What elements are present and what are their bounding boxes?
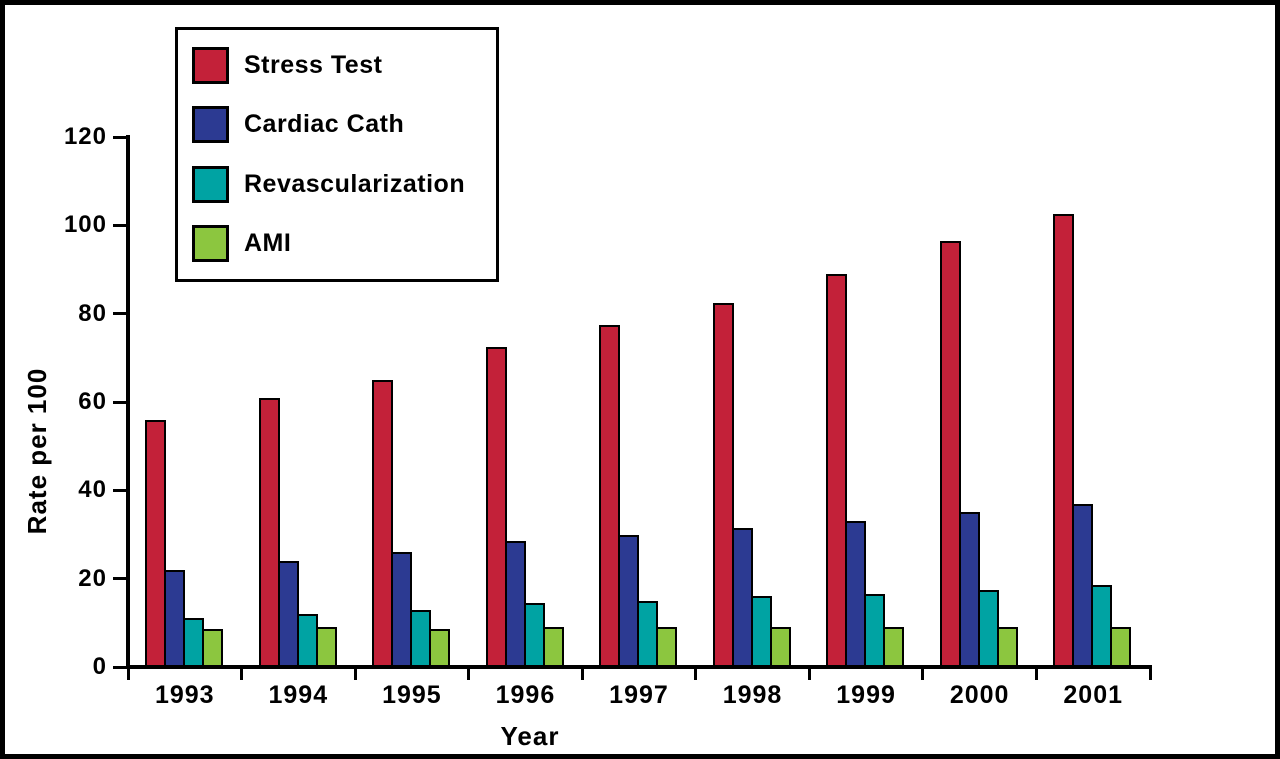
x-axis-tick <box>353 669 357 680</box>
legend-swatch-stress-test <box>192 47 229 85</box>
legend-swatch-revascularization <box>192 165 229 203</box>
bar-ami-1994 <box>316 627 337 667</box>
bar-revascularization-1997 <box>637 600 658 667</box>
x-axis-tick <box>694 669 698 680</box>
bar-revascularization-1993 <box>183 618 204 667</box>
x-tick-label: 1999 <box>836 681 896 709</box>
x-tick-label: 2001 <box>1063 681 1124 709</box>
bar-stress-test-1999 <box>826 273 847 667</box>
x-axis-line <box>126 665 1152 669</box>
legend-item-cardiac-cath: Cardiac Cath <box>192 106 496 144</box>
x-axis-tick <box>580 669 584 680</box>
y-tick-label: 0 <box>92 653 107 680</box>
bar-revascularization-1998 <box>751 596 772 667</box>
x-tick-label: 1994 <box>268 681 329 709</box>
x-axis-tick <box>1148 669 1152 680</box>
bar-cardiac-cath-1997 <box>618 534 639 667</box>
bar-stress-test-1996 <box>486 346 507 667</box>
x-tick-label: 2000 <box>949 681 1010 709</box>
bar-revascularization-1996 <box>524 602 545 667</box>
x-axis-tick <box>240 669 244 680</box>
bar-stress-test-2001 <box>1053 214 1074 667</box>
bar-cardiac-cath-1999 <box>845 521 866 667</box>
legend-item-revascularization: Revascularization <box>192 165 496 203</box>
bar-ami-1993 <box>202 629 223 667</box>
bar-ami-1995 <box>429 629 450 667</box>
y-axis-tick <box>113 665 127 669</box>
y-tick-label: 60 <box>78 388 107 415</box>
bar-cardiac-cath-2001 <box>1072 503 1093 667</box>
bar-stress-test-1995 <box>372 379 393 667</box>
legend-swatch-cardiac-cath <box>192 106 229 144</box>
bar-revascularization-2000 <box>978 589 999 667</box>
bar-stress-test-1994 <box>259 397 280 667</box>
y-tick-label: 100 <box>63 211 107 239</box>
bar-ami-1996 <box>543 627 564 667</box>
y-axis-tick <box>113 223 127 227</box>
x-axis-tick <box>126 669 130 680</box>
y-axis-title: Rate per 100 <box>22 367 52 535</box>
bar-stress-test-1993 <box>145 419 166 667</box>
bar-cardiac-cath-1993 <box>164 569 185 667</box>
bar-cardiac-cath-1995 <box>391 552 412 667</box>
bar-revascularization-2001 <box>1091 585 1112 667</box>
legend-label: Cardiac Cath <box>244 110 405 139</box>
bar-stress-test-1998 <box>713 302 734 667</box>
x-tick-label: 1993 <box>154 681 215 709</box>
legend-item-stress-test: Stress Test <box>192 47 496 85</box>
legend: Stress Test Cardiac Cath Revascularizati… <box>175 27 499 282</box>
bar-ami-1999 <box>883 627 904 667</box>
bar-revascularization-1994 <box>297 614 318 667</box>
x-tick-label: 1995 <box>382 681 442 709</box>
y-tick-label: 40 <box>78 476 107 504</box>
y-axis-tick <box>113 135 127 139</box>
bar-ami-2001 <box>1110 627 1131 667</box>
bar-revascularization-1995 <box>410 609 431 667</box>
bar-chart: Stress Test Cardiac Cath Revascularizati… <box>5 5 1275 754</box>
x-axis-title: Year <box>500 721 560 751</box>
bar-cardiac-cath-1994 <box>278 561 299 667</box>
legend-swatch-ami <box>192 224 229 262</box>
bar-revascularization-1999 <box>864 594 885 667</box>
bar-cardiac-cath-1996 <box>505 541 526 667</box>
y-axis-line <box>126 135 130 669</box>
bar-stress-test-1997 <box>599 324 620 667</box>
x-axis-tick <box>921 669 925 680</box>
bar-stress-test-2000 <box>940 240 961 667</box>
x-axis-tick <box>807 669 811 680</box>
y-tick-label: 120 <box>63 123 107 150</box>
bar-ami-1997 <box>656 627 677 667</box>
y-tick-label: 80 <box>78 299 107 327</box>
bar-ami-2000 <box>997 627 1018 667</box>
y-tick-label: 20 <box>78 564 107 592</box>
bar-cardiac-cath-2000 <box>959 512 980 667</box>
x-tick-label: 1996 <box>495 681 556 709</box>
y-axis-tick <box>113 400 127 404</box>
y-axis-tick <box>113 312 127 316</box>
bar-ami-1998 <box>770 627 791 667</box>
legend-label: Revascularization <box>244 169 466 198</box>
bar-cardiac-cath-1998 <box>732 527 753 667</box>
legend-item-ami: AMI <box>192 224 496 262</box>
y-axis-tick <box>113 577 127 581</box>
x-tick-label: 1998 <box>722 681 783 709</box>
legend-label: AMI <box>244 228 292 257</box>
x-tick-label: 1997 <box>609 681 669 709</box>
x-axis-tick <box>1034 669 1038 680</box>
y-axis-tick <box>113 488 127 492</box>
legend-label: Stress Test <box>244 51 383 80</box>
x-axis-tick <box>467 669 471 680</box>
